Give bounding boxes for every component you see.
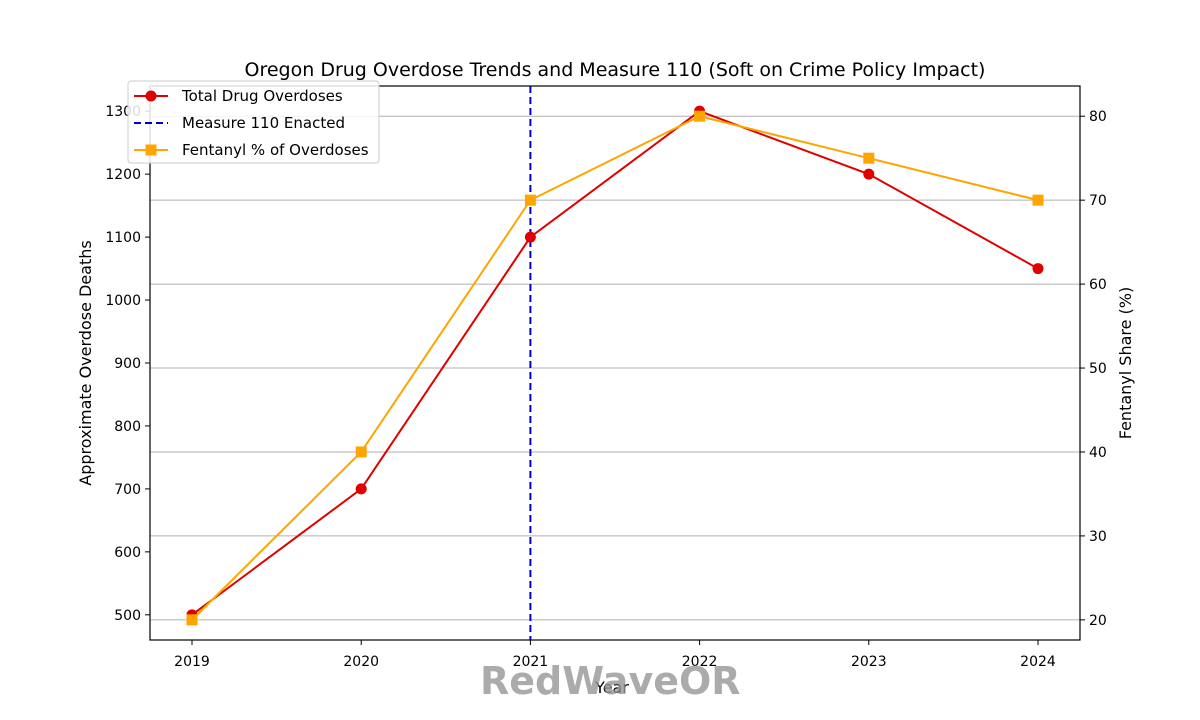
y2-tick-label: 50	[1089, 361, 1107, 377]
y-axis-label: Approximate Overdose Deaths	[76, 240, 95, 485]
x-tick-label: 2019	[174, 654, 210, 670]
y-tick-label: 1200	[105, 167, 141, 183]
legend-marker	[145, 144, 157, 156]
data-point	[863, 152, 875, 164]
legend-box	[127, 80, 380, 164]
gridlines	[150, 115, 1080, 621]
y2-axis-label: Fentanyl Share (%)	[1116, 287, 1135, 439]
y-tick-label: 1000	[105, 293, 141, 309]
chart-title: Oregon Drug Overdose Trends and Measure …	[245, 59, 986, 81]
y-axis-right: 20 30 40 50 60 70 80	[1080, 109, 1107, 629]
y-tick-label: 500	[114, 608, 141, 624]
x-tick-label: 2021	[513, 654, 549, 670]
data-point	[524, 194, 536, 206]
data-point	[1032, 194, 1044, 206]
data-point	[1032, 263, 1044, 275]
x-axis-label: Year	[594, 678, 629, 697]
x-tick-label: 2022	[682, 654, 718, 670]
y2-tick-label: 70	[1089, 193, 1107, 209]
y-tick-label: 800	[114, 419, 141, 435]
y2-tick-label: 30	[1089, 529, 1107, 545]
y2-tick-label: 80	[1089, 109, 1107, 125]
x-tick-label: 2023	[851, 654, 887, 670]
legend-marker	[145, 90, 157, 102]
data-point	[863, 168, 875, 180]
x-tick-label: 2020	[343, 654, 379, 670]
series-line-0	[191, 110, 1039, 616]
legend-label: Measure 110 Enacted	[182, 114, 345, 132]
data-point	[694, 110, 706, 122]
y-tick-label: 600	[114, 545, 141, 561]
watermark: RedWaveOR	[480, 659, 741, 703]
y-tick-label: 900	[114, 356, 141, 372]
data-point	[186, 614, 198, 626]
y-tick-label: 1100	[105, 230, 141, 246]
legend-label: Total Drug Overdoses	[181, 87, 343, 105]
y2-tick-label: 40	[1089, 445, 1107, 461]
y-tick-label: 700	[114, 482, 141, 498]
y2-tick-label: 60	[1089, 277, 1107, 293]
series-line-1	[191, 115, 1039, 621]
x-tick-label: 2024	[1020, 654, 1056, 670]
legend-label: Fentanyl % of Overdoses	[182, 141, 369, 159]
data-point	[355, 446, 367, 458]
data-point	[355, 483, 367, 495]
data-point	[524, 231, 536, 243]
series-layer	[186, 105, 1044, 626]
x-axis: 2019 2020 2021 2022 2023 2024	[174, 640, 1056, 670]
plot-frame	[149, 85, 1081, 641]
legend: Total Drug Overdoses Measure 110 Enacted F…	[127, 80, 380, 164]
y2-tick-label: 20	[1089, 613, 1107, 629]
